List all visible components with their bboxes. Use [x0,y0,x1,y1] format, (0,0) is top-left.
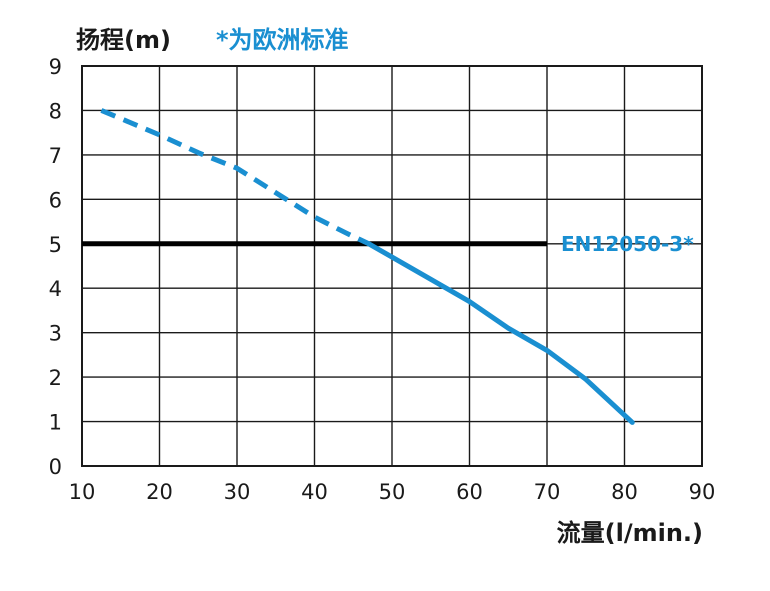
x-tick-label: 30 [224,480,251,504]
series-line-dashed [100,108,370,247]
grid [81,65,703,467]
y-tick-label: 3 [49,322,62,346]
x-tick-label: 80 [611,480,638,504]
y-tick-label: 4 [49,277,62,301]
y-tick-label: 5 [49,233,62,257]
tick-labels: 10 20 30 40 50 60 70 80 90 0 1 2 3 4 5 6 7 8 9 [49,55,716,504]
y-tick-label: 8 [49,99,62,123]
series [100,108,635,425]
series-line-solid [366,241,635,425]
x-tick-label: 90 [689,480,716,504]
y-tick-label: 2 [49,366,62,390]
x-tick-label: 40 [301,480,328,504]
x-tick-label: 10 [69,480,96,504]
x-tick-label: 70 [534,480,561,504]
y-tick-label: 7 [49,144,62,168]
y-axis-title: 扬程(m) [76,26,171,54]
reference-line-label: EN12050-3* [561,232,694,256]
standard-note: *为欧洲标准 [216,26,349,54]
y-tick-label: 0 [49,455,62,479]
reference-lines: EN12050-3* [82,232,694,256]
y-tick-label: 6 [49,188,62,212]
x-tick-label: 50 [379,480,406,504]
y-tick-label: 1 [49,411,62,435]
y-tick-label: 9 [49,55,62,79]
plot-frame [81,65,703,467]
x-axis-title: 流量(l/min.) [557,519,703,547]
x-tick-label: 60 [456,480,483,504]
x-tick-label: 20 [146,480,173,504]
